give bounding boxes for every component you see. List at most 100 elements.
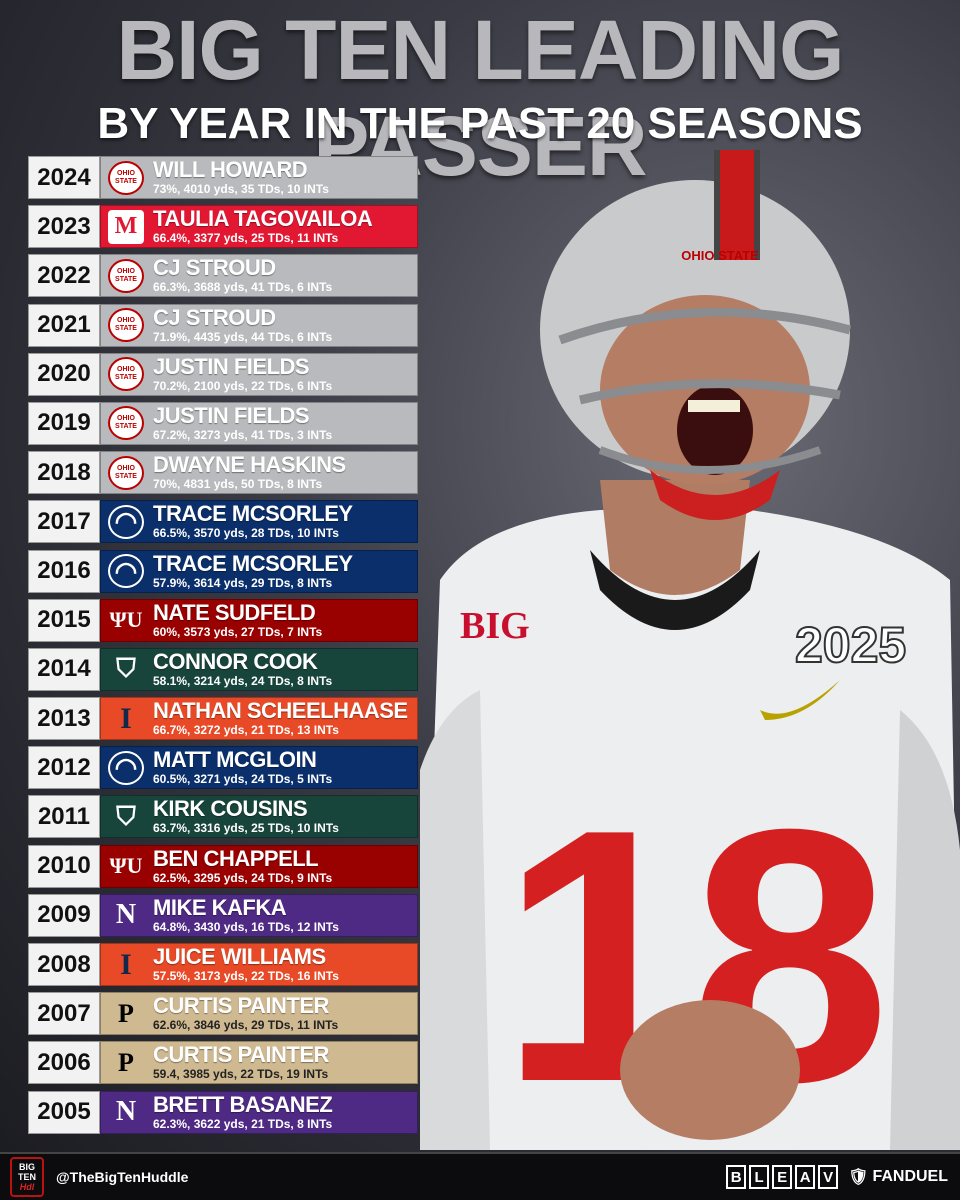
year-label: 2017 (28, 500, 100, 544)
purdue-logo: P (118, 1047, 134, 1077)
michigan-state-logo: ⛉ (116, 800, 136, 831)
passer-row: 2024 OHIO STATE WILL HOWARD 73%, 4010 yds, … (28, 156, 418, 199)
cfp-patch: 2025 (795, 617, 906, 673)
team-bar: ΨU BEN CHAPPELL 62.5%, 3295 yds, 24 TDs, 9… (100, 844, 418, 888)
team-bar: ⛉ CONNOR COOK 58.1%, 3214 yds, 24 TDs, 8 I… (100, 647, 418, 691)
team-bar: N MIKE KAFKA 64.8%, 3430 yds, 16 TDs, 12 I… (100, 893, 418, 937)
player-name: TRACE MCSORLEY (153, 501, 353, 527)
player-stats: 66.5%, 3570 yds, 28 TDs, 10 INTs (153, 526, 339, 541)
player-stats: 60%, 3573 yds, 27 TDs, 7 INTs (153, 624, 323, 639)
team-bar: OHIO STATE JUSTIN FIELDS 70.2%, 2100 yds, … (100, 352, 418, 396)
team-bar: ◠ MATT MCGLOIN 60.5%, 3271 yds, 24 TDs, 5 … (100, 746, 418, 790)
player-stats: 60.5%, 3271 yds, 24 TDs, 5 INTs (153, 772, 333, 787)
team-bar: ◠ TRACE MCSORLEY 66.5%, 3570 yds, 28 TDs, … (100, 500, 418, 544)
ohio-state-logo: OHIO STATE (101, 156, 151, 199)
player-stats: 62.3%, 3622 yds, 21 TDs, 8 INTs (153, 1116, 333, 1131)
player-stats: 62.5%, 3295 yds, 24 TDs, 9 INTs (153, 870, 333, 885)
player-name: DWAYNE HASKINS (153, 452, 346, 478)
player-name: WILL HOWARD (153, 157, 308, 182)
year-label: 2008 (28, 943, 100, 986)
passer-list: 2024 OHIO STATE WILL HOWARD 73%, 4010 yds, … (28, 156, 418, 1140)
team-bar: OHIO STATE CJ STROUD 71.9%, 4435 yds, 44 T… (100, 303, 418, 347)
player-name: MIKE KAFKA (153, 894, 287, 920)
illinois-logo: I (120, 701, 132, 735)
player-stats: 62.6%, 3846 yds, 29 TDs, 11 INTs (153, 1018, 339, 1033)
penn-state-logo: ◠ (101, 550, 151, 593)
ohio-state-logo: OHIO STATE (101, 402, 151, 445)
bleav-letter: A (795, 1165, 816, 1189)
player-name: CURTIS PAINTER (153, 1042, 329, 1068)
year-label: 2005 (28, 1090, 100, 1134)
maryland-logo: M (101, 205, 151, 248)
player-stats: 58.1%, 3214 yds, 24 TDs, 8 INTs (153, 673, 333, 688)
passer-row: 2011 ⛉ KIRK COUSINS 63.7%, 3316 yds, 25 TDs… (28, 795, 418, 839)
player-stats: 66.3%, 3688 yds, 41 TDs, 6 INTs (153, 280, 333, 295)
player-image: OHIO STATE BIG 2025 18 (420, 150, 960, 1150)
northwestern-logo: N (115, 1096, 137, 1128)
helmet-text: OHIO STATE (681, 248, 759, 263)
team-bar: OHIO STATE JUSTIN FIELDS 67.2%, 3273 yds, … (100, 401, 418, 445)
player-stats: 64.8%, 3430 yds, 16 TDs, 12 INTs (153, 919, 339, 934)
player-name: NATHAN SCHEELHAASE (153, 698, 408, 724)
player-stats: 63.7%, 3316 yds, 25 TDs, 10 INTs (153, 821, 339, 836)
player-name: MATT MCGLOIN (153, 747, 317, 773)
team-bar: ◠ TRACE MCSORLEY 57.9%, 3614 yds, 29 TDs, … (100, 549, 418, 593)
page-subtitle: BY YEAR IN THE PAST 20 SEASONS (97, 99, 863, 148)
fanduel-logo: 🛡 FANDUEL (848, 1167, 948, 1187)
passer-row: 2020 OHIO STATE JUSTIN FIELDS 70.2%, 2100 y… (28, 352, 418, 396)
penn-state-logo: ◠ (101, 500, 151, 543)
penn-state-logo: ◠ (101, 746, 151, 789)
player-stats: 59.4, 3985 yds, 22 TDs, 19 INTs (153, 1067, 329, 1082)
passer-row: 2013 I NATHAN SCHEELHAASE 66.7%, 3272 yds, … (28, 697, 418, 741)
passer-row: 2006 P CURTIS PAINTER 59.4, 3985 yds, 22 TD… (28, 1041, 418, 1085)
big-ten-huddle-logo: BIG TEN Hdl (10, 1157, 44, 1197)
passer-row: 2016 ◠ TRACE MCSORLEY 57.9%, 3614 yds, 29 T… (28, 549, 418, 593)
player-stats: 70.2%, 2100 yds, 22 TDs, 6 INTs (153, 378, 333, 393)
passer-row: 2015 ΨU NATE SUDFELD 60%, 3573 yds, 27 TDs,… (28, 598, 418, 642)
year-label: 2012 (28, 746, 100, 790)
year-label: 2011 (28, 795, 100, 839)
year-label: 2023 (28, 205, 100, 249)
bleav-letter: L (749, 1165, 770, 1189)
year-label: 2006 (28, 1041, 100, 1085)
player-stats: 57.9%, 3614 yds, 29 TDs, 8 INTs (153, 575, 333, 590)
passer-row: 2014 ⛉ CONNOR COOK 58.1%, 3214 yds, 24 TDs,… (28, 647, 418, 691)
year-label: 2019 (28, 401, 100, 445)
ohio-state-logo: OHIO STATE (101, 353, 151, 396)
player-stats: 66.7%, 3272 yds, 21 TDs, 13 INTs (153, 723, 339, 738)
passer-row: 2018 OHIO STATE DWAYNE HASKINS 70%, 4831 yd… (28, 451, 418, 495)
michigan-state-logo: ⛉ (116, 653, 136, 684)
year-label: 2009 (28, 893, 100, 937)
player-name: JUICE WILLIAMS (153, 944, 326, 969)
team-bar: I NATHAN SCHEELHAASE 66.7%, 3272 yds, 21 T… (100, 697, 418, 741)
fanduel-shield-icon: 🛡 (848, 1169, 869, 1186)
year-label: 2014 (28, 647, 100, 691)
player-stats: 66.4%, 3377 yds, 25 TDs, 11 INTs (153, 231, 339, 246)
team-bar: P CURTIS PAINTER 59.4, 3985 yds, 22 TDs, 1… (100, 1041, 418, 1085)
year-label: 2007 (28, 992, 100, 1036)
illinois-logo: I (120, 947, 132, 981)
player-name: KIRK COUSINS (153, 796, 308, 822)
passer-row: 2019 OHIO STATE JUSTIN FIELDS 67.2%, 3273 y… (28, 401, 418, 445)
passer-row: 2010 ΨU BEN CHAPPELL 62.5%, 3295 yds, 24 TD… (28, 844, 418, 888)
purdue-logo: P (118, 998, 134, 1028)
year-label: 2022 (28, 254, 100, 298)
team-bar: P CURTIS PAINTER 62.6%, 3846 yds, 29 TDs, … (100, 992, 418, 1036)
player-stats: 57.5%, 3173 yds, 22 TDs, 16 INTs (153, 969, 339, 983)
passer-row: 2005 N BRETT BASANEZ 62.3%, 3622 yds, 21 TD… (28, 1090, 418, 1134)
year-label: 2020 (28, 352, 100, 396)
team-bar: M TAULIA TAGOVAILOA 66.4%, 3377 yds, 25 TD… (100, 205, 418, 249)
player-name: BRETT BASANEZ (153, 1091, 333, 1117)
bleav-letter: E (772, 1165, 793, 1189)
year-label: 2018 (28, 451, 100, 495)
team-bar: OHIO STATE DWAYNE HASKINS 70%, 4831 yds, 5… (100, 451, 418, 495)
year-label: 2024 (28, 156, 100, 199)
player-name: JUSTIN FIELDS (153, 402, 310, 428)
team-bar: OHIO STATE CJ STROUD 66.3%, 3688 yds, 41 T… (100, 254, 418, 298)
team-bar: OHIO STATE WILL HOWARD 73%, 4010 yds, 35 T… (100, 156, 418, 199)
player-name: TAULIA TAGOVAILOA (153, 206, 373, 232)
player-name: CURTIS PAINTER (153, 993, 329, 1019)
team-bar: ΨU NATE SUDFELD 60%, 3573 yds, 27 TDs, 7 I… (100, 598, 418, 642)
